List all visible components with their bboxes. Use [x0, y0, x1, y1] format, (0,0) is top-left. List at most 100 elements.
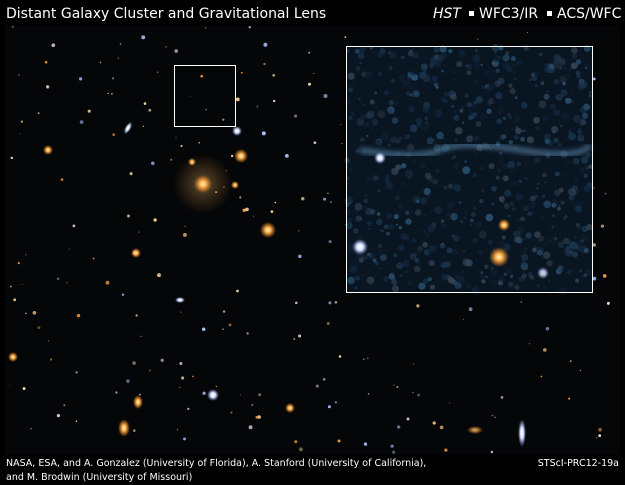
star [543, 93, 550, 100]
star [453, 109, 459, 115]
star [524, 247, 528, 250]
star [355, 215, 362, 222]
star [365, 175, 373, 183]
star [544, 138, 550, 144]
star [248, 25, 252, 29]
star [201, 327, 206, 331]
star [491, 61, 496, 65]
star [184, 225, 186, 227]
star [419, 163, 426, 169]
star [497, 280, 504, 286]
star [192, 375, 194, 378]
star [453, 184, 462, 192]
star [447, 276, 455, 284]
star [491, 202, 495, 206]
star [353, 228, 359, 234]
star [557, 206, 561, 211]
star [583, 248, 589, 254]
galaxy [131, 248, 141, 258]
star [369, 175, 377, 183]
star [396, 385, 399, 389]
galaxy-cluster [8, 121, 526, 447]
star [357, 234, 363, 240]
star [236, 289, 239, 293]
star [138, 231, 140, 233]
star [523, 205, 529, 212]
star [520, 136, 526, 142]
star [522, 237, 526, 241]
star [420, 213, 423, 216]
star [378, 71, 383, 77]
star [378, 202, 381, 205]
star [442, 137, 446, 140]
star [578, 127, 581, 130]
star [469, 223, 473, 227]
star [423, 249, 431, 256]
star [517, 226, 525, 234]
star [363, 198, 368, 204]
star [584, 66, 588, 70]
star [536, 187, 539, 190]
star [354, 48, 360, 54]
star [388, 65, 393, 71]
star [534, 194, 539, 199]
star [583, 184, 592, 193]
inset-features [352, 142, 593, 279]
galaxy [374, 152, 386, 164]
star [446, 247, 453, 254]
star [552, 108, 561, 117]
star [587, 68, 590, 71]
star [490, 450, 494, 454]
galaxy [118, 419, 130, 437]
star [414, 209, 422, 216]
star [565, 245, 571, 251]
star [575, 205, 582, 213]
star [298, 254, 302, 259]
star [553, 137, 559, 143]
star [355, 68, 360, 73]
credit-line: and M. Brodwin (University of Missouri) [6, 472, 192, 483]
star [423, 187, 431, 196]
star [375, 139, 382, 147]
star [533, 156, 541, 164]
star [492, 54, 500, 62]
star [581, 234, 589, 241]
star [564, 215, 568, 219]
star [515, 193, 523, 201]
star [338, 355, 342, 358]
star [431, 75, 438, 82]
star [246, 332, 249, 335]
star [528, 343, 530, 345]
star [245, 207, 249, 212]
galaxy [537, 267, 549, 279]
star [429, 209, 434, 213]
star [472, 173, 477, 178]
star [570, 99, 574, 103]
star [527, 32, 529, 34]
star [462, 258, 470, 266]
star [494, 80, 501, 87]
star [366, 220, 373, 227]
star [560, 200, 565, 205]
inset-border [346, 46, 593, 293]
galaxy [43, 145, 53, 155]
camera: ACS/WFC [557, 6, 622, 22]
star [404, 54, 408, 58]
star [447, 202, 454, 209]
star [251, 404, 254, 406]
star [181, 376, 185, 380]
star [468, 307, 473, 312]
star [427, 118, 430, 122]
star [354, 203, 363, 211]
star [200, 74, 204, 78]
star [411, 158, 417, 164]
star [540, 176, 546, 182]
star [559, 124, 563, 128]
star [486, 85, 493, 92]
star [560, 89, 568, 97]
star [562, 81, 567, 86]
star [480, 63, 484, 67]
star [349, 167, 354, 172]
star [298, 334, 302, 338]
